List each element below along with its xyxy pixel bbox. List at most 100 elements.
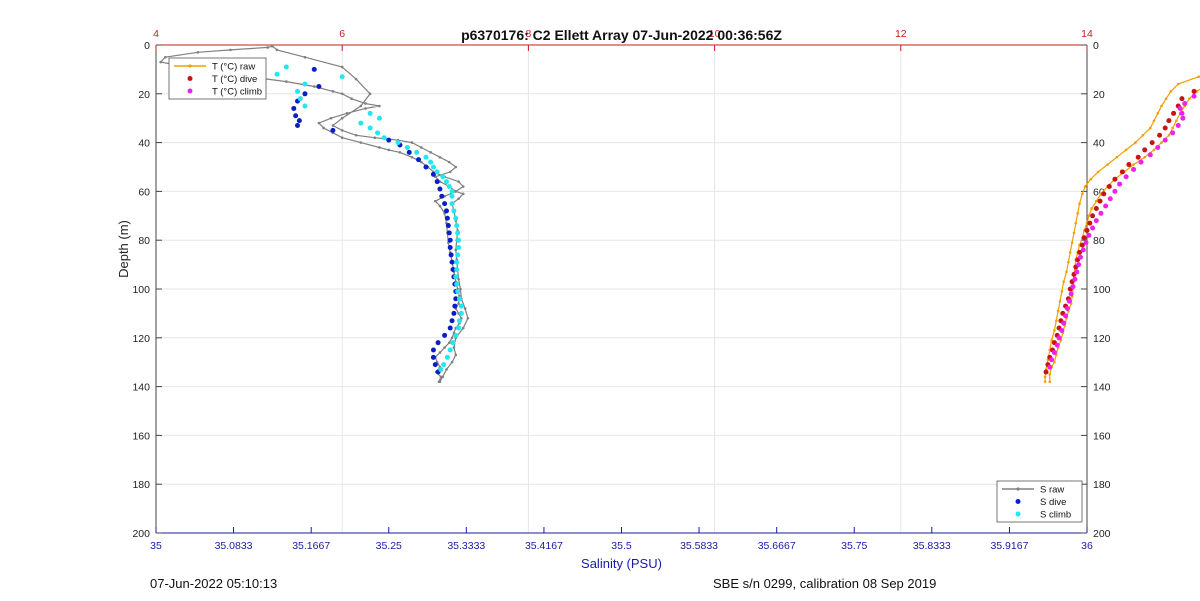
series-vertex bbox=[454, 165, 458, 169]
series-vertex bbox=[359, 141, 363, 144]
series-vertex bbox=[317, 121, 321, 125]
legend-box bbox=[996, 480, 1083, 523]
series-vertex bbox=[448, 170, 452, 174]
series-vertex bbox=[410, 155, 414, 159]
salinity-tick-label: 36 bbox=[1081, 540, 1093, 552]
data-point bbox=[449, 318, 455, 324]
series-vertex bbox=[445, 368, 448, 371]
data-point bbox=[455, 252, 461, 258]
data-point bbox=[376, 115, 382, 121]
series-vertex bbox=[345, 112, 349, 115]
data-point bbox=[1117, 181, 1123, 187]
series-vertex bbox=[420, 160, 423, 164]
series-vertex bbox=[373, 136, 377, 140]
timestamp-footer: 07-Jun-2022 05:10:13 bbox=[150, 576, 278, 591]
series-vertex bbox=[303, 55, 307, 59]
data-point bbox=[1076, 262, 1082, 268]
series-vertex bbox=[329, 116, 333, 120]
data-point bbox=[458, 303, 464, 309]
series-vertex bbox=[1068, 251, 1072, 254]
series-vertex bbox=[1072, 231, 1076, 235]
series-vertex bbox=[450, 360, 454, 364]
series-vertex bbox=[1115, 155, 1119, 159]
data-point bbox=[443, 208, 449, 214]
data-point bbox=[316, 83, 322, 89]
data-point bbox=[330, 127, 336, 133]
series-vertex bbox=[285, 80, 288, 83]
data-point bbox=[367, 125, 373, 131]
data-point bbox=[1093, 218, 1099, 224]
legend-label: T (°C) raw bbox=[212, 62, 255, 73]
series-vertex bbox=[1076, 212, 1079, 215]
data-point bbox=[1142, 147, 1148, 153]
data-point bbox=[430, 171, 436, 177]
depth-tick-label-left: 40 bbox=[138, 138, 150, 150]
series-vertex bbox=[1065, 270, 1068, 274]
series-vertex bbox=[1053, 360, 1056, 364]
data-point bbox=[430, 354, 436, 360]
data-point bbox=[1162, 137, 1168, 143]
data-point bbox=[1084, 227, 1090, 233]
series-vertex bbox=[441, 375, 445, 379]
depth-tick-label-right: 120 bbox=[1093, 333, 1111, 345]
depth-tick-label-right: 140 bbox=[1093, 382, 1111, 394]
data-point bbox=[395, 140, 401, 146]
data-point bbox=[456, 325, 462, 331]
depth-tick-label-right: 40 bbox=[1093, 138, 1105, 150]
series-vertex bbox=[359, 104, 363, 108]
data-point bbox=[1097, 198, 1103, 204]
series-vertex bbox=[275, 48, 279, 52]
data-point bbox=[435, 340, 441, 346]
data-point bbox=[1066, 298, 1072, 304]
data-point bbox=[450, 266, 456, 272]
data-point bbox=[1175, 123, 1181, 129]
series-vertex bbox=[450, 336, 454, 340]
series-vertex bbox=[457, 277, 460, 281]
legend-label: T (°C) dive bbox=[212, 74, 257, 85]
data-point bbox=[434, 169, 440, 175]
series-vertex bbox=[340, 116, 344, 120]
data-point bbox=[295, 123, 301, 129]
data-point bbox=[1112, 188, 1118, 194]
series-vertex bbox=[354, 77, 358, 81]
series-vertex bbox=[461, 192, 465, 196]
series-vertex bbox=[398, 151, 402, 154]
data-point bbox=[1072, 276, 1078, 282]
data-point bbox=[434, 179, 440, 185]
series-vertex bbox=[420, 146, 423, 149]
salinity-tick-label: 35.0833 bbox=[215, 540, 253, 552]
data-point bbox=[451, 208, 457, 214]
data-point bbox=[414, 149, 420, 155]
data-point bbox=[432, 362, 438, 368]
depth-tick-label-right: 100 bbox=[1093, 284, 1111, 296]
data-point bbox=[293, 113, 299, 119]
data-point bbox=[1070, 284, 1076, 290]
data-point bbox=[358, 120, 364, 126]
data-point bbox=[457, 318, 463, 324]
data-point bbox=[1126, 162, 1132, 168]
data-point bbox=[302, 103, 308, 109]
depth-tick-label-left: 60 bbox=[138, 186, 150, 198]
series-vertex bbox=[454, 190, 458, 193]
data-point bbox=[1147, 152, 1153, 158]
data-point bbox=[437, 186, 443, 192]
data-point bbox=[1043, 369, 1049, 375]
data-point bbox=[1135, 154, 1141, 160]
series-vertex bbox=[1164, 97, 1168, 100]
salinity-tick-label: 35.5833 bbox=[680, 540, 718, 552]
series-vertex bbox=[1089, 177, 1093, 181]
legend-box bbox=[168, 57, 267, 100]
data-point bbox=[441, 362, 447, 368]
data-point bbox=[1103, 203, 1109, 209]
depth-tick-label-right: 180 bbox=[1093, 479, 1111, 491]
data-point bbox=[440, 174, 446, 180]
depth-tick-label-left: 120 bbox=[132, 333, 150, 345]
series-vertex bbox=[340, 92, 344, 96]
series-vertex bbox=[350, 97, 353, 100]
data-point bbox=[454, 266, 460, 272]
series-vertex bbox=[410, 141, 414, 144]
data-point bbox=[1170, 130, 1176, 136]
series-vertex bbox=[443, 346, 446, 349]
series-vertex bbox=[322, 126, 325, 130]
